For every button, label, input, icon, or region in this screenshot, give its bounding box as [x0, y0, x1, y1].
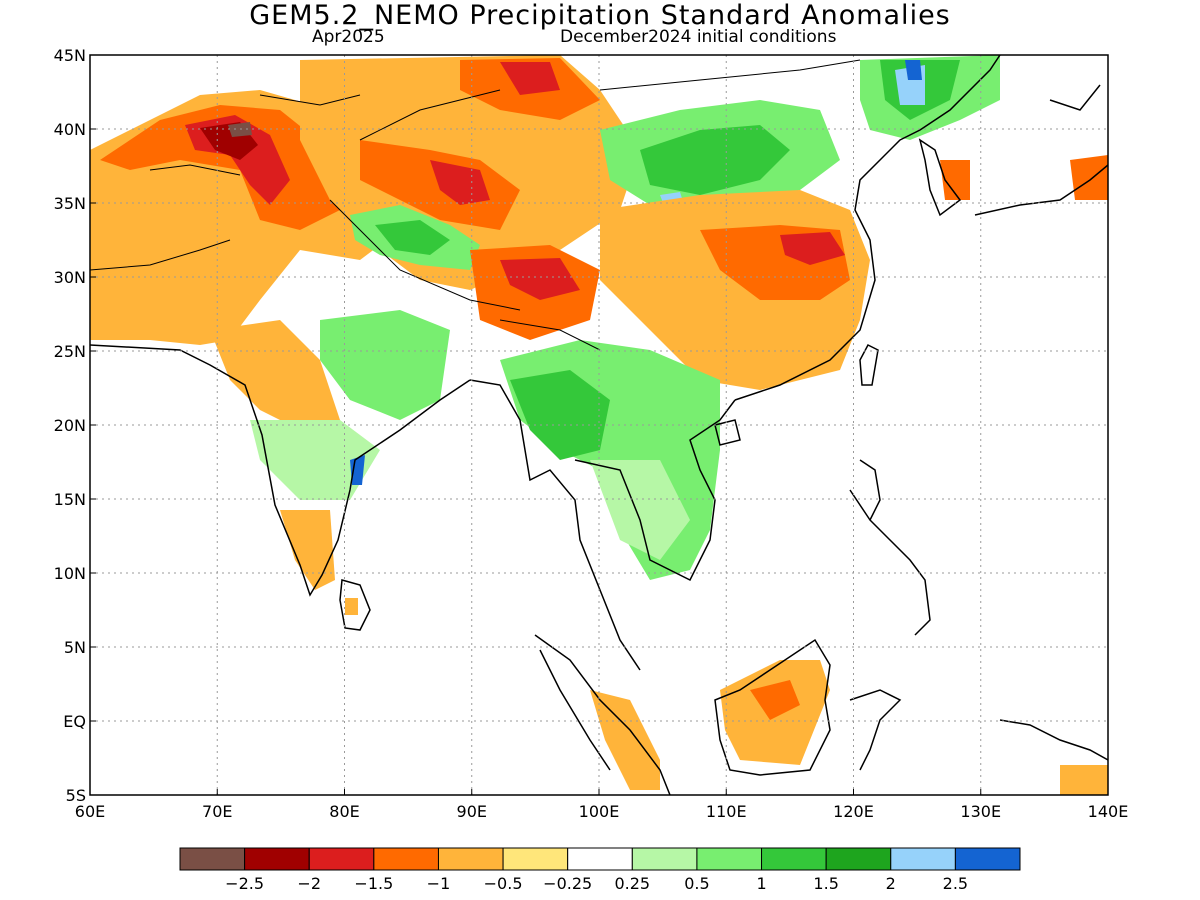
coast-hainan	[714, 419, 741, 446]
wet-core-tibet	[375, 220, 450, 255]
y-tick-label: 40N	[54, 120, 86, 139]
dry-region-sumatra	[590, 690, 660, 790]
dry-region-india-west	[210, 320, 340, 430]
colorbar-swatch	[502, 847, 569, 871]
colorbar-swatch	[308, 847, 375, 871]
dry-spot-srilanka	[345, 598, 358, 615]
y-tick-label: EQ	[63, 712, 86, 731]
y-axis: 45N 40N 35N 30N 25N 20N 15N 10N 5N EQ 5S	[54, 46, 96, 805]
coast-japan	[974, 84, 1108, 216]
coast-sulawesi	[849, 689, 902, 771]
coast-china	[734, 55, 1001, 401]
colorbar-label: −2	[297, 874, 321, 893]
colorbar-label: 2.5	[943, 874, 968, 893]
initial-conditions: December2024 initial conditions	[560, 27, 837, 47]
x-tick-label: 60E	[75, 802, 105, 821]
coast-india	[90, 344, 471, 597]
x-tick-label: 130E	[960, 802, 1001, 821]
wet-core-north-china	[640, 125, 790, 195]
colorbar-swatch	[567, 847, 633, 871]
dry-spot-korea	[940, 160, 970, 200]
dry-core-north-2	[500, 62, 560, 95]
dry-core-borneo	[750, 680, 800, 720]
x-tick-label: 70E	[202, 802, 232, 821]
coast-new-guinea	[999, 719, 1108, 761]
colorbar-label: 0.5	[684, 874, 709, 893]
colorbar-label: 2	[886, 874, 896, 893]
wet-light-thailand	[590, 460, 690, 560]
y-tick-label: 30N	[54, 268, 86, 287]
x-tick-label: 90E	[457, 802, 487, 821]
dry-core-tibet-2	[430, 160, 490, 205]
x-tick-label: 100E	[579, 802, 620, 821]
colorbar-label: −0.5	[484, 874, 523, 893]
dry-spot-japan	[1070, 155, 1108, 200]
colorbar-label: −1.5	[354, 874, 393, 893]
coast-korea	[918, 138, 962, 217]
coast-philippines	[849, 459, 931, 636]
forecast-month: Apr2025	[312, 27, 385, 47]
dry-strong-yunnan	[500, 258, 580, 300]
y-tick-label: 15N	[54, 490, 86, 509]
y-tick-label: 5N	[64, 638, 86, 657]
coast-sumatra	[534, 634, 671, 795]
wet-region-india-central	[250, 420, 380, 500]
colorbar-label: −1	[427, 874, 451, 893]
dry-region-png	[1060, 765, 1108, 795]
anomaly-field	[90, 55, 1108, 795]
chart-title: GEM5.2_NEMO Precipitation Standard Anoma…	[249, 0, 951, 31]
y-tick-label: 35N	[54, 194, 86, 213]
colorbar-swatch	[890, 847, 956, 871]
coast-borneo	[714, 638, 831, 776]
colorbar-swatch	[954, 847, 1021, 871]
y-tick-label: 5S	[66, 786, 86, 805]
y-tick-label: 45N	[54, 46, 86, 65]
wet-spot-manchuria-2	[905, 60, 922, 80]
dry-strong-south-china	[780, 232, 845, 265]
wet-core-myanmar	[510, 370, 610, 460]
colorbar-swatch	[761, 847, 827, 871]
y-tick-label: 10N	[54, 564, 86, 583]
coast-srilanka	[339, 579, 371, 631]
colorbar-swatch	[631, 847, 698, 871]
wet-spot-india-east	[350, 455, 365, 485]
y-tick-label: 20N	[54, 416, 86, 435]
colorbar-swatch	[179, 847, 246, 871]
colorbar-swatch	[437, 847, 504, 871]
colorbar-label: 1.5	[813, 874, 838, 893]
x-tick-label: 140E	[1088, 802, 1129, 821]
x-tick-label: 110E	[706, 802, 747, 821]
colorbar-label: −2.5	[225, 874, 264, 893]
colorbar-swatch	[696, 847, 763, 871]
colorbar: −2.5 −2 −1.5 −1 −0.5 −0.25 0.25 0.5 1 1.5 2 2.5	[179, 847, 1021, 893]
colorbar-swatch	[825, 847, 892, 871]
coastlines	[90, 55, 1108, 795]
x-axis: 60E 70E 80E 90E 100E 110E 120E 130E 140E	[75, 789, 1129, 821]
colorbar-label: 1	[756, 874, 766, 893]
wet-region-india-north	[320, 310, 450, 420]
colorbar-swatch	[244, 847, 310, 871]
colorbar-label: 0.25	[614, 874, 650, 893]
dry-core-tajik	[100, 105, 340, 230]
coast-se-asia	[469, 379, 736, 671]
colorbar-swatch	[373, 847, 439, 871]
dry-region-india-south	[280, 510, 335, 590]
colorbar-label: −0.25	[543, 874, 592, 893]
coast-taiwan	[859, 344, 879, 386]
x-tick-label: 120E	[833, 802, 874, 821]
graticule	[90, 55, 1108, 795]
borders	[90, 59, 861, 351]
y-tick-label: 25N	[54, 342, 86, 361]
x-tick-label: 80E	[329, 802, 359, 821]
